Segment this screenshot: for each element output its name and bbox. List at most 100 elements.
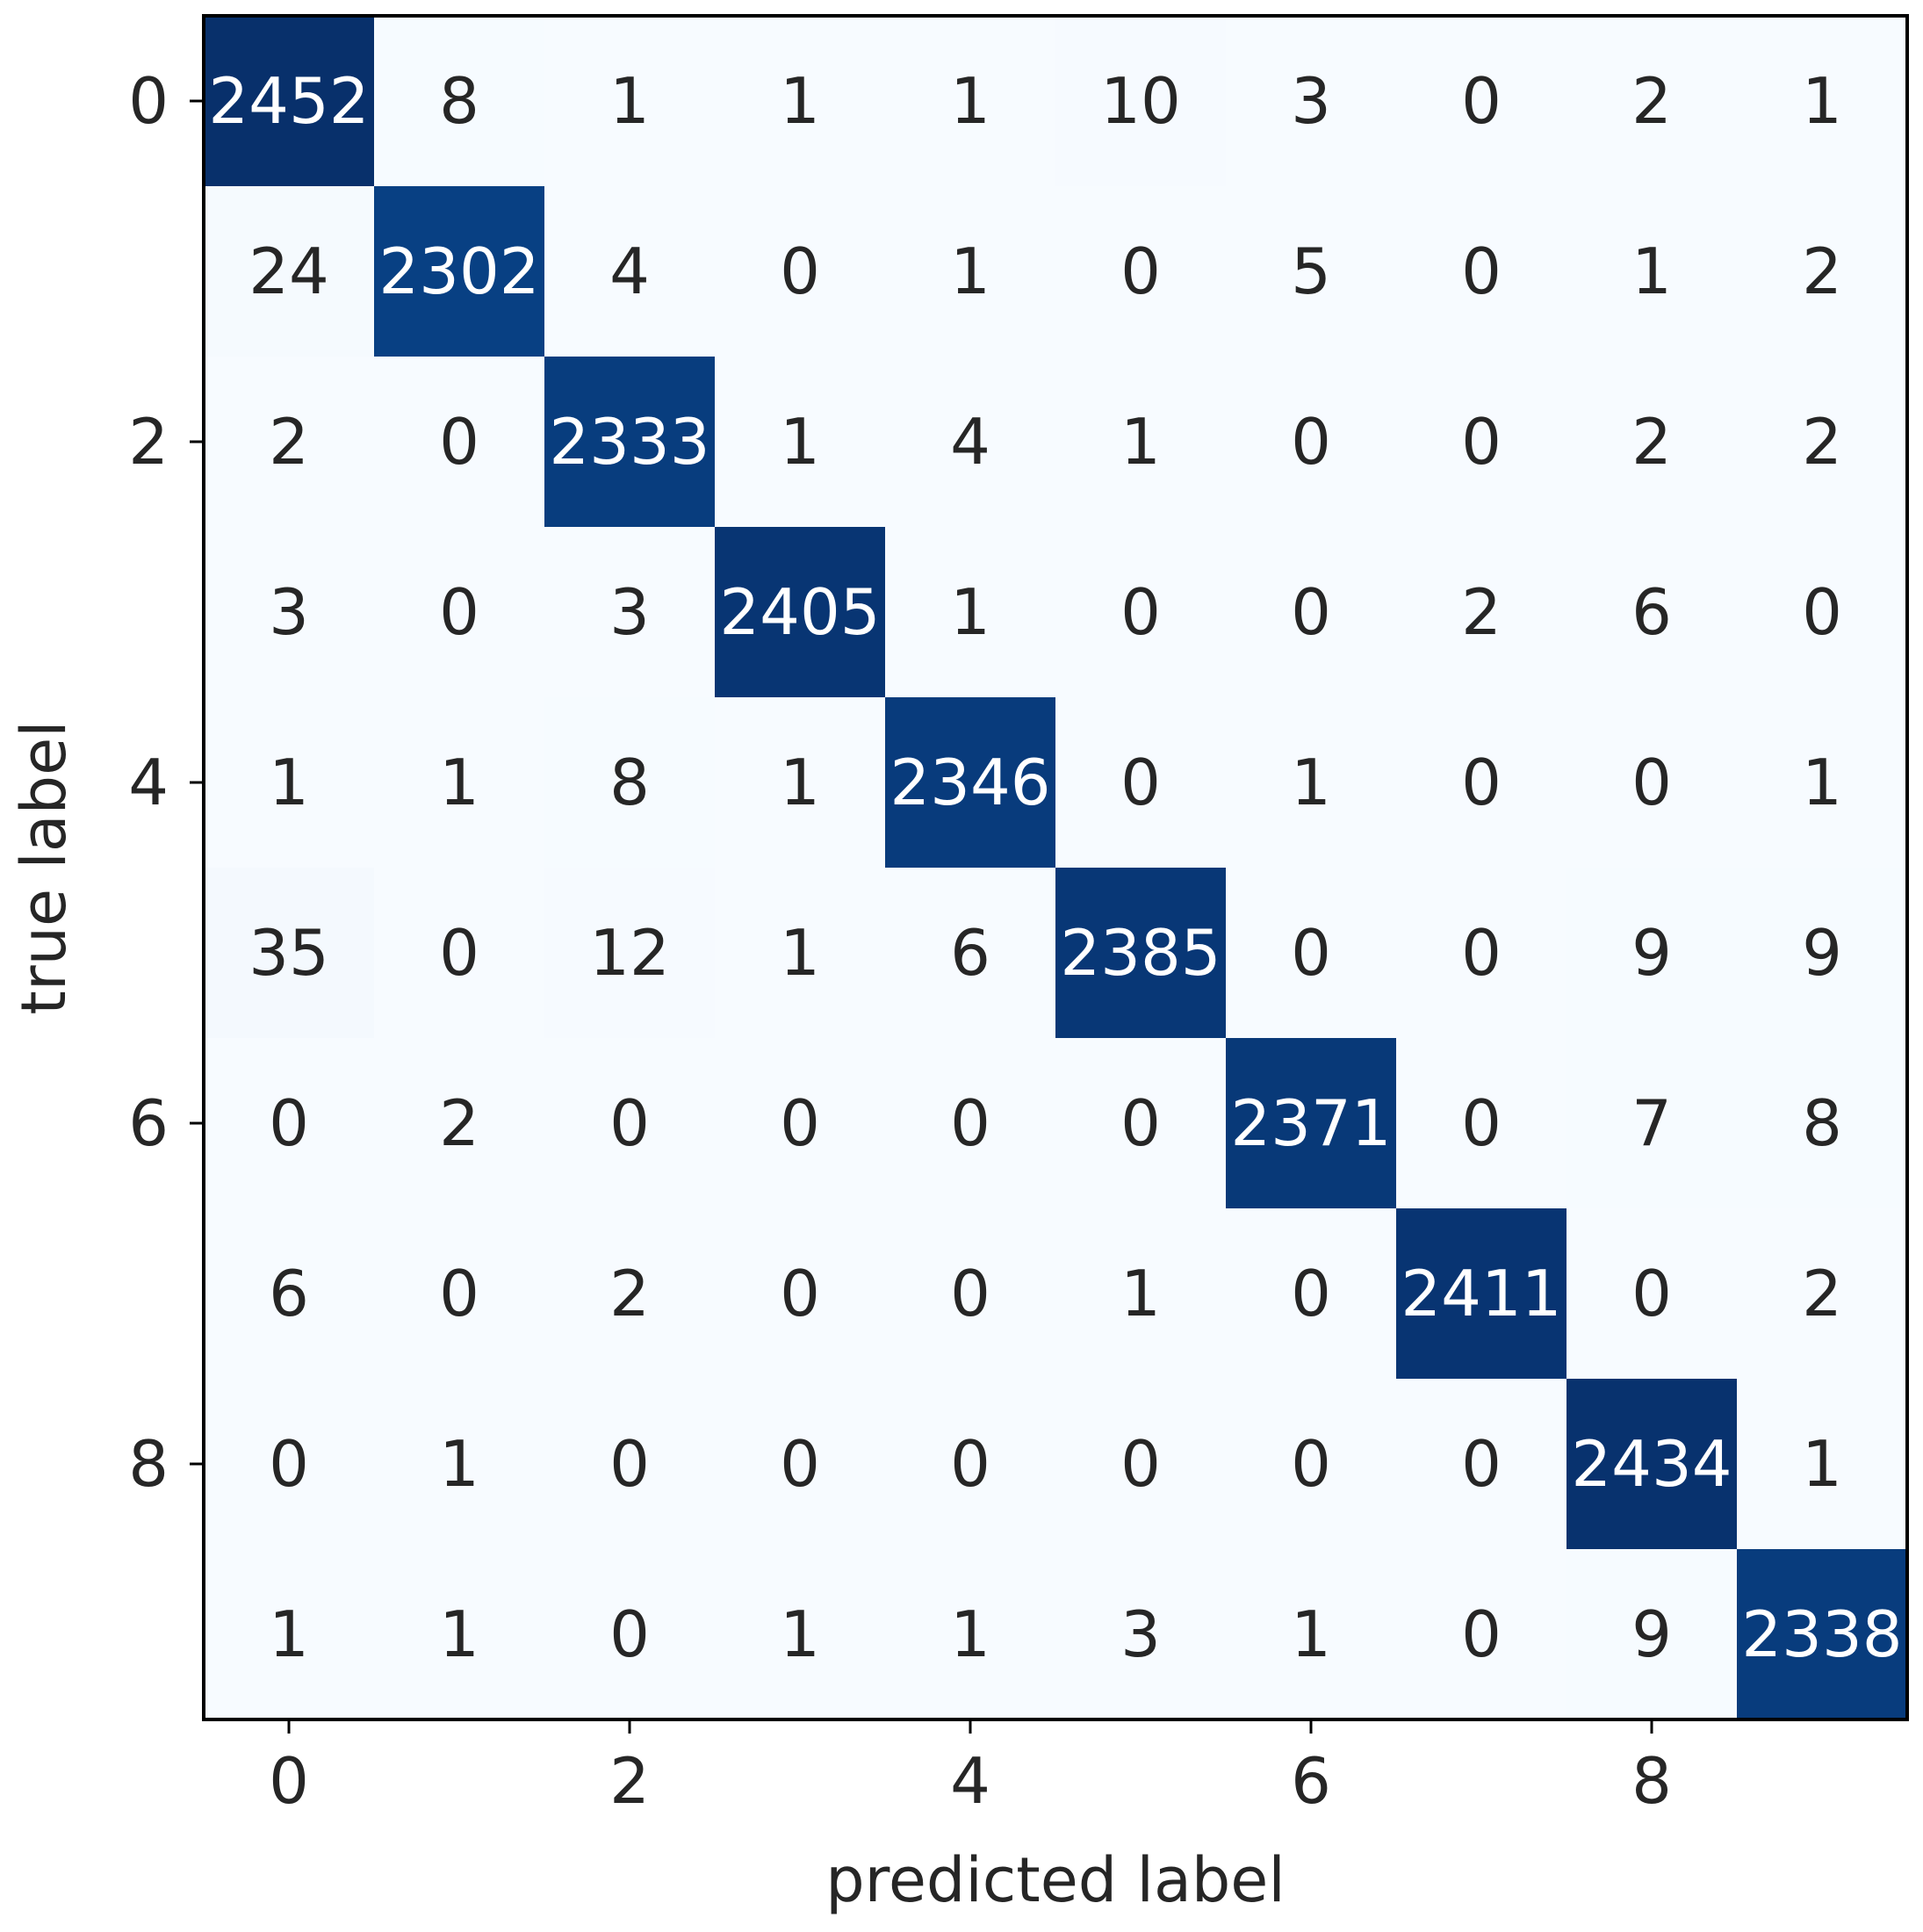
cell-value-r1-c4: 1: [950, 234, 990, 308]
cell-value-r9-c2: 0: [609, 1597, 650, 1671]
cell-value-r9-c0: 1: [269, 1597, 309, 1671]
cell-value-r8-c2: 0: [609, 1427, 650, 1501]
heatmap-cell-r6-c1: [374, 1038, 545, 1209]
heatmap-cell-r9-c9: [1737, 1549, 1908, 1720]
cell-value-r9-c1: 1: [439, 1597, 479, 1671]
heatmap-cell-r3-c0: [204, 527, 375, 698]
heatmap-cell-r6-c2: [544, 1038, 716, 1209]
heatmap-cell-r3-c8: [1566, 527, 1738, 698]
heatmap-cell-r5-c4: [885, 868, 1056, 1039]
cell-value-r9-c9: 2338: [1741, 1597, 1902, 1671]
cell-value-r4-c0: 1: [269, 746, 309, 819]
heatmap-cell-r4-c3: [715, 697, 886, 869]
y-tick-label-2: 2: [128, 405, 169, 479]
heatmap-cell-r4-c7: [1396, 697, 1567, 869]
heatmap-cell-r6-c8: [1566, 1038, 1738, 1209]
cell-value-r1-c1: 2302: [378, 234, 539, 308]
heatmap-cell-r3-c6: [1226, 527, 1397, 698]
heatmap-cell-r7-c2: [544, 1208, 716, 1380]
heatmap-cell-r8-c2: [544, 1379, 716, 1550]
cell-value-r0-c8: 2: [1631, 64, 1672, 138]
heatmap-cell-labels: 2452 8 1 1 1 10 3 0 2 124 2302 4 0 1 0 5 0 1 22 0 2333 1 4 1 0 0 2…: [208, 64, 1902, 1671]
cell-value-r4-c5: 0: [1120, 746, 1161, 819]
cell-value-r2-c1: 0: [439, 405, 479, 479]
cell-value-r8-c8: 2434: [1571, 1427, 1732, 1501]
cell-value-r7-c4: 0: [950, 1257, 990, 1330]
cell-value-r8-c5: 0: [1120, 1427, 1161, 1501]
cell-value-r2-c8: 2: [1631, 405, 1672, 479]
heatmap-cell-r6-c5: [1055, 1038, 1227, 1209]
heatmap-cell-r9-c2: [544, 1549, 716, 1720]
cell-value-r1-c7: 0: [1461, 234, 1502, 308]
heatmap-cell-r8-c1: [374, 1379, 545, 1550]
cell-value-r4-c2: 8: [609, 746, 650, 819]
heatmap-cell-r3-c9: [1737, 527, 1908, 698]
cell-value-r3-c8: 6: [1631, 575, 1672, 649]
cell-value-r0-c4: 1: [950, 64, 990, 138]
cell-value-r7-c6: 0: [1291, 1257, 1331, 1330]
heatmap-cell-r4-c4: [885, 697, 1056, 869]
heatmap-cell-r6-c4: [885, 1038, 1056, 1209]
heatmap-cell-r5-c8: [1566, 868, 1738, 1039]
heatmap-cell-r2-c7: [1396, 357, 1567, 528]
cell-value-r5-c3: 1: [780, 916, 820, 990]
heatmap-cell-r0-c4: [885, 16, 1056, 187]
cell-value-r5-c1: 0: [439, 916, 479, 990]
heatmap-cell-r5-c2: [544, 868, 716, 1039]
heatmap-cell-r4-c8: [1566, 697, 1738, 869]
heatmap-cell-r0-c5: [1055, 16, 1227, 187]
x-tick-label-0: 0: [269, 1744, 309, 1818]
cell-value-r9-c7: 0: [1461, 1597, 1502, 1671]
cell-value-r7-c9: 2: [1802, 1257, 1842, 1330]
x-tick-label-6: 6: [1291, 1744, 1331, 1818]
heatmap-cell-r9-c4: [885, 1549, 1056, 1720]
cell-value-r4-c1: 1: [439, 746, 479, 819]
heatmap-cell-r5-c7: [1396, 868, 1567, 1039]
heatmap-cell-r2-c4: [885, 357, 1056, 528]
heatmap-cell-r1-c4: [885, 186, 1056, 357]
heatmap-cell-r9-c1: [374, 1549, 545, 1720]
heatmap-cell-r4-c9: [1737, 697, 1908, 869]
heatmap-cell-r7-c3: [715, 1208, 886, 1380]
cell-value-r3-c4: 1: [950, 575, 990, 649]
cell-value-r2-c5: 1: [1120, 405, 1161, 479]
heatmap-cell-r7-c7: [1396, 1208, 1567, 1380]
y-tick-label-4: 4: [128, 746, 169, 819]
cell-value-r2-c9: 2: [1802, 405, 1842, 479]
heatmap-cell-r1-c0: [204, 186, 375, 357]
heatmap-cell-r2-c9: [1737, 357, 1908, 528]
cell-value-r6-c2: 0: [609, 1086, 650, 1160]
heatmap-cell-r2-c6: [1226, 357, 1397, 528]
cell-value-r6-c0: 0: [269, 1086, 309, 1160]
heatmap-cell-r5-c1: [374, 868, 545, 1039]
x-tick-label-8: 8: [1631, 1744, 1672, 1818]
cell-value-r2-c6: 0: [1291, 405, 1331, 479]
heatmap-cell-r1-c8: [1566, 186, 1738, 357]
heatmap-cell-r5-c6: [1226, 868, 1397, 1039]
cell-value-r0-c0: 2452: [208, 64, 369, 138]
cell-value-r7-c2: 2: [609, 1257, 650, 1330]
cell-value-r0-c2: 1: [609, 64, 650, 138]
y-axis-label: true label: [8, 720, 80, 1014]
heatmap-cell-r9-c7: [1396, 1549, 1567, 1720]
x-tick-label-4: 4: [950, 1744, 990, 1818]
heatmap-cell-r0-c3: [715, 16, 886, 187]
cell-value-r6-c8: 7: [1631, 1086, 1672, 1160]
cell-value-r8-c4: 0: [950, 1427, 990, 1501]
cell-value-r0-c7: 0: [1461, 64, 1502, 138]
heatmap-cell-r1-c6: [1226, 186, 1397, 357]
cell-value-r5-c9: 9: [1802, 916, 1842, 990]
cell-value-r8-c1: 1: [439, 1427, 479, 1501]
heatmap-cell-r7-c9: [1737, 1208, 1908, 1380]
cell-value-r5-c0: 35: [248, 916, 329, 990]
heatmap-cell-r8-c4: [885, 1379, 1056, 1550]
heatmap-cell-r6-c0: [204, 1038, 375, 1209]
heatmap-cell-r0-c8: [1566, 16, 1738, 187]
heatmap-cell-r7-c6: [1226, 1208, 1397, 1380]
cell-value-r5-c7: 0: [1461, 916, 1502, 990]
cell-value-r9-c6: 1: [1291, 1597, 1331, 1671]
heatmap-cell-r2-c2: [544, 357, 716, 528]
cell-value-r9-c5: 3: [1120, 1597, 1161, 1671]
cell-value-r0-c9: 1: [1802, 64, 1842, 138]
cell-value-r1-c5: 0: [1120, 234, 1161, 308]
